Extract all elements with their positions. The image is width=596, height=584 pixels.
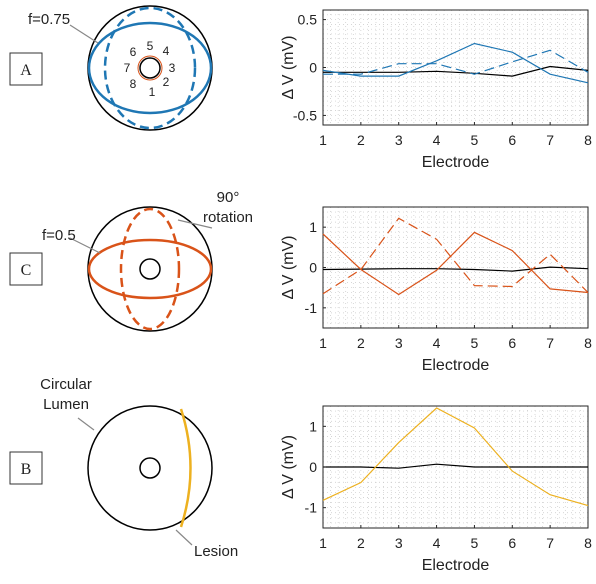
y-tick-label: -1 — [305, 500, 318, 516]
grid — [322, 206, 589, 329]
y-tick-label: 0 — [309, 260, 317, 276]
panel-b-diagram: B Circular Lumen Lesion — [9, 376, 238, 560]
y-tick-label: 1 — [309, 418, 317, 434]
series-line-2 — [322, 407, 589, 507]
x-tick-label: 8 — [584, 335, 592, 351]
panel-c-label: C — [21, 262, 32, 279]
x-tick-label: 4 — [433, 132, 441, 148]
electrode-number-2: 2 — [163, 75, 170, 89]
panel-c-rotation-leader — [177, 219, 213, 229]
electrode-number-8: 8 — [130, 77, 137, 91]
x-tick-label: 7 — [546, 535, 554, 551]
x-tick-label: 5 — [471, 535, 479, 551]
panel-a-catheter-circle — [139, 57, 161, 79]
panel-b-lumen-line1: Circular — [40, 376, 92, 393]
panel-c-ellipse-solid — [87, 238, 213, 300]
x-tick-label: 2 — [357, 535, 365, 551]
y-tick-label: 0.5 — [298, 12, 318, 28]
x-tick-label: 3 — [395, 535, 403, 551]
electrode-number-7: 7 — [124, 61, 131, 75]
series-line-2 — [322, 42, 589, 84]
panel-a-f-leader — [69, 24, 99, 44]
panel-b-lumen-line2: Lumen — [43, 396, 89, 413]
panel-a-ellipse-solid — [87, 21, 213, 115]
x-tick-label: 6 — [508, 535, 516, 551]
y-axis-label: Δ V (mV) — [280, 235, 297, 299]
panel-b-lesion-leader — [175, 529, 193, 546]
x-axis-label: Electrode — [422, 557, 490, 574]
y-tick-label: 0 — [309, 60, 317, 76]
x-tick-label: 2 — [357, 335, 365, 351]
electrode-number-4: 4 — [163, 44, 170, 58]
x-tick-label: 3 — [395, 132, 403, 148]
y-tick-label: 1 — [309, 219, 317, 235]
y-tick-label: 0 — [309, 459, 317, 475]
chart-panel-c: 1 2 3 4 5 6 7 8 -1 0 1 Electrode Δ V (mV) — [280, 206, 592, 374]
series-line-1 — [323, 463, 588, 469]
x-tick-label: 5 — [471, 335, 479, 351]
chart-panel-a: 1 2 3 4 5 6 7 8 -0.5 0 0.5 Electrode Δ V (mV) — [280, 9, 592, 171]
series-line-3 — [323, 49, 589, 75]
panel-c-f-label: f=0.5 — [42, 227, 76, 244]
x-tick-label: 4 — [433, 335, 441, 351]
x-tick-label: 7 — [546, 335, 554, 351]
y-axis-label: Δ V (mV) — [280, 435, 297, 499]
panel-c-f-leader — [69, 237, 101, 254]
y-tick-label: -0.5 — [293, 107, 317, 123]
panel-b-label: B — [21, 461, 32, 478]
x-tick-label: 1 — [319, 335, 327, 351]
x-tick-label: 6 — [508, 335, 516, 351]
x-axis-label: Electrode — [422, 357, 490, 374]
panel-a-label-box — [9, 52, 43, 86]
panel-c-diagram: C f=0.5 90° rotation — [9, 189, 253, 332]
y-tick-label: -1 — [305, 300, 318, 316]
panel-c-rotation-line1: 90° — [217, 189, 240, 206]
series-line-1 — [323, 65, 589, 77]
panel-c-catheter-circle — [139, 258, 161, 280]
x-tick-label: 3 — [395, 335, 403, 351]
x-tick-label: 6 — [508, 132, 516, 148]
series-line-3 — [322, 217, 589, 295]
panel-b-lumen-leader — [77, 417, 95, 431]
panel-a-ellipse-dashed — [103, 6, 197, 130]
electrode-number-3: 3 — [169, 61, 176, 75]
electrode-number-1: 1 — [149, 85, 156, 99]
electrode-number-6: 6 — [130, 45, 137, 59]
x-tick-label: 4 — [433, 535, 441, 551]
panel-a-electrode-ring — [137, 55, 163, 81]
x-tick-label: 5 — [471, 132, 479, 148]
x-tick-label: 8 — [584, 132, 592, 148]
panel-c-rotation-line2: rotation — [203, 209, 253, 226]
panel-b-catheter-circle — [139, 457, 161, 479]
panel-b-label-box — [9, 451, 43, 485]
series-line-1 — [322, 266, 589, 272]
y-axis-label: Δ V (mV) — [280, 35, 297, 99]
panel-a-label: A — [20, 62, 32, 79]
panel-a-f-label: f=0.75 — [28, 11, 70, 28]
series-line-2 — [322, 231, 589, 296]
panel-a-diagram: A f=0.75 1 2 3 4 5 6 7 8 — [9, 5, 213, 131]
panel-c-ellipse-dashed — [119, 207, 181, 331]
panel-b-lesion-label: Lesion — [194, 543, 238, 560]
x-tick-label: 1 — [319, 132, 327, 148]
x-tick-label: 8 — [584, 535, 592, 551]
chart-panel-b: 1 2 3 4 5 6 7 8 -1 0 1 Electrode Δ V (mV) — [280, 405, 592, 574]
electrode-number-5: 5 — [147, 39, 154, 53]
x-axis-label: Electrode — [422, 154, 490, 171]
x-tick-label: 2 — [357, 132, 365, 148]
panel-c-label-box — [9, 252, 43, 286]
panel-b-lesion-arc — [179, 408, 192, 528]
panel-b-lumen-circle — [87, 405, 213, 531]
x-tick-label: 7 — [546, 132, 554, 148]
x-tick-label: 1 — [319, 535, 327, 551]
